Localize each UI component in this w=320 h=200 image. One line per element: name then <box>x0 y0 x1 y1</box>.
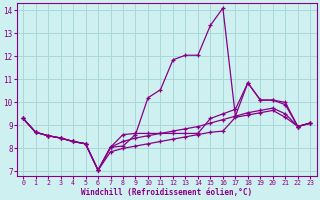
X-axis label: Windchill (Refroidissement éolien,°C): Windchill (Refroidissement éolien,°C) <box>81 188 252 197</box>
